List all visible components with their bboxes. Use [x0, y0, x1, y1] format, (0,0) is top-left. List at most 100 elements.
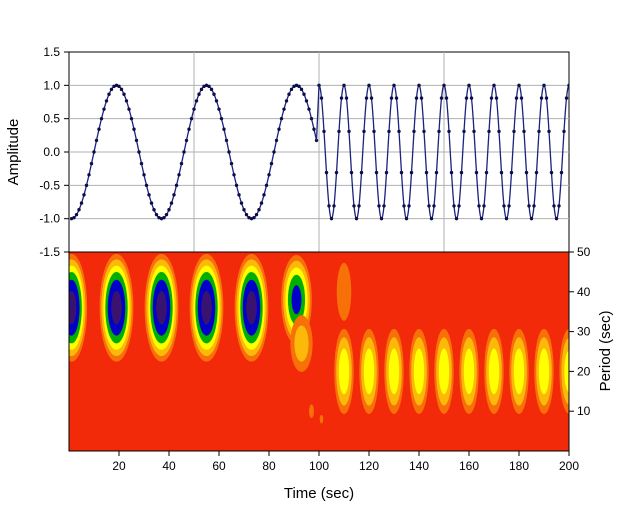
amplitude-data-point: [559, 170, 564, 175]
amplitude-data-point: [562, 129, 566, 134]
heatmap-power-blob: [559, 329, 569, 414]
time-tick-label: 120: [359, 459, 379, 473]
amplitude-data-point: [557, 204, 561, 208]
amplitude-data-point: [479, 216, 484, 221]
amplitude-tick-label: 1.0: [43, 78, 60, 92]
amplitude-data-point: [564, 96, 569, 100]
amplitude-data-point: [217, 107, 221, 111]
heatmap-contour-band: [513, 348, 525, 395]
amplitude-data-point: [444, 96, 449, 100]
heatmap-contour-band: [201, 290, 212, 325]
amplitude-data-point: [307, 107, 311, 111]
amplitude-data-point: [454, 216, 459, 221]
amplitude-data-point: [357, 204, 361, 208]
amplitude-data-point: [254, 212, 259, 217]
heatmap-contour-band: [488, 348, 500, 395]
amplitude-data-point: [212, 92, 216, 96]
amplitude-data-point: [512, 129, 516, 134]
period-tick-label: 30: [577, 325, 591, 339]
amplitude-data-point: [89, 161, 94, 166]
amplitude-data-point: [154, 212, 159, 217]
amplitude-data-point: [407, 204, 411, 208]
amplitude-data-point: [492, 83, 496, 88]
amplitude-data-point: [412, 129, 416, 134]
amplitude-data-point: [464, 96, 469, 100]
heatmap-contour-band: [291, 285, 302, 315]
amplitude-data-point: [317, 83, 321, 88]
amplitude-data-point: [102, 107, 106, 111]
heatmap-power-blob: [359, 328, 379, 414]
amplitude-data-point: [337, 129, 341, 134]
heatmap-power-blob: [409, 328, 429, 414]
amplitude-data-point: [274, 138, 279, 143]
amplitude-data-point: [522, 129, 526, 134]
amplitude-data-point: [259, 201, 264, 205]
heatmap-contour-band: [336, 262, 352, 321]
amplitude-data-point: [242, 208, 246, 212]
amplitude-data-point: [127, 107, 131, 111]
amplitude-data-point: [534, 170, 539, 175]
amplitude-data-point: [437, 129, 441, 134]
amplitude-data-point: [79, 201, 84, 205]
amplitude-data-point: [469, 96, 474, 100]
amplitude-data-point: [374, 170, 379, 175]
amplitude-data-point: [144, 183, 149, 188]
amplitude-data-point: [264, 183, 269, 188]
amplitude-data-point: [544, 96, 549, 100]
amplitude-data-point: [354, 216, 359, 221]
amplitude-data-point: [342, 83, 346, 88]
time-axis-ticks: 20 40 60 80 100 120 140 160 180 200: [112, 451, 579, 473]
amplitude-data-point: [107, 92, 111, 96]
amplitude-data-point: [504, 216, 509, 221]
heatmap-power-blob: [144, 253, 179, 362]
amplitude-data-point: [234, 183, 239, 188]
amplitude-data-point: [359, 170, 364, 175]
amplitude-axis-title: Amplitude: [5, 119, 22, 186]
heatmap-power-blob: [69, 253, 88, 362]
amplitude-data-point: [179, 161, 184, 166]
heatmap-contour-band: [388, 348, 400, 395]
period-tick-label: 20: [577, 364, 591, 378]
amplitude-data-point: [447, 129, 451, 134]
amplitude-data-point: [472, 129, 476, 134]
amplitude-data-point: [387, 129, 391, 134]
time-tick-label: 100: [309, 459, 329, 473]
amplitude-data-point: [399, 170, 404, 175]
amplitude-data-point: [519, 96, 524, 100]
amplitude-data-point: [429, 216, 434, 221]
amplitude-data-point: [244, 212, 249, 217]
amplitude-data-point: [219, 116, 224, 121]
amplitude-data-point: [349, 170, 354, 175]
time-tick-label: 40: [162, 459, 176, 473]
amplitude-data-point: [189, 116, 194, 121]
amplitude-data-point: [392, 83, 396, 88]
heatmap-power-blob: [334, 328, 354, 414]
amplitude-tick-label: 1.5: [43, 45, 60, 59]
period-axis-title: Period (sec): [597, 311, 614, 392]
amplitude-data-point: [137, 150, 141, 154]
amplitude-data-point: [334, 170, 339, 175]
period-tick-label: 40: [577, 285, 591, 299]
amplitude-data-point: [439, 96, 444, 100]
amplitude-data-point: [369, 96, 374, 100]
amplitude-data-point: [517, 83, 521, 88]
amplitude-data-point: [192, 107, 196, 111]
amplitude-data-point: [474, 170, 479, 175]
heatmap-power-blob: [189, 253, 224, 362]
amplitude-data-point: [134, 138, 139, 143]
amplitude-data-point: [502, 204, 506, 208]
amplitude-tick-label: -0.5: [39, 178, 60, 192]
amplitude-data-point: [377, 204, 381, 208]
amplitude-data-point: [297, 84, 301, 89]
time-axis-title: Time (sec): [284, 485, 354, 502]
heatmap-power-blob: [434, 328, 454, 414]
amplitude-data-point: [487, 129, 491, 134]
amplitude-panel: 1.5 1.0 0.5 0.0 -0.5 -1.0 -1.5 Amplitude: [5, 45, 570, 259]
amplitude-data-point: [539, 96, 544, 100]
amplitude-data-point: [92, 150, 96, 154]
amplitude-data-point: [327, 204, 331, 208]
amplitude-data-point: [527, 204, 531, 208]
amplitude-data-point: [139, 161, 144, 166]
amplitude-data-point: [494, 96, 499, 100]
amplitude-data-point: [424, 170, 429, 175]
